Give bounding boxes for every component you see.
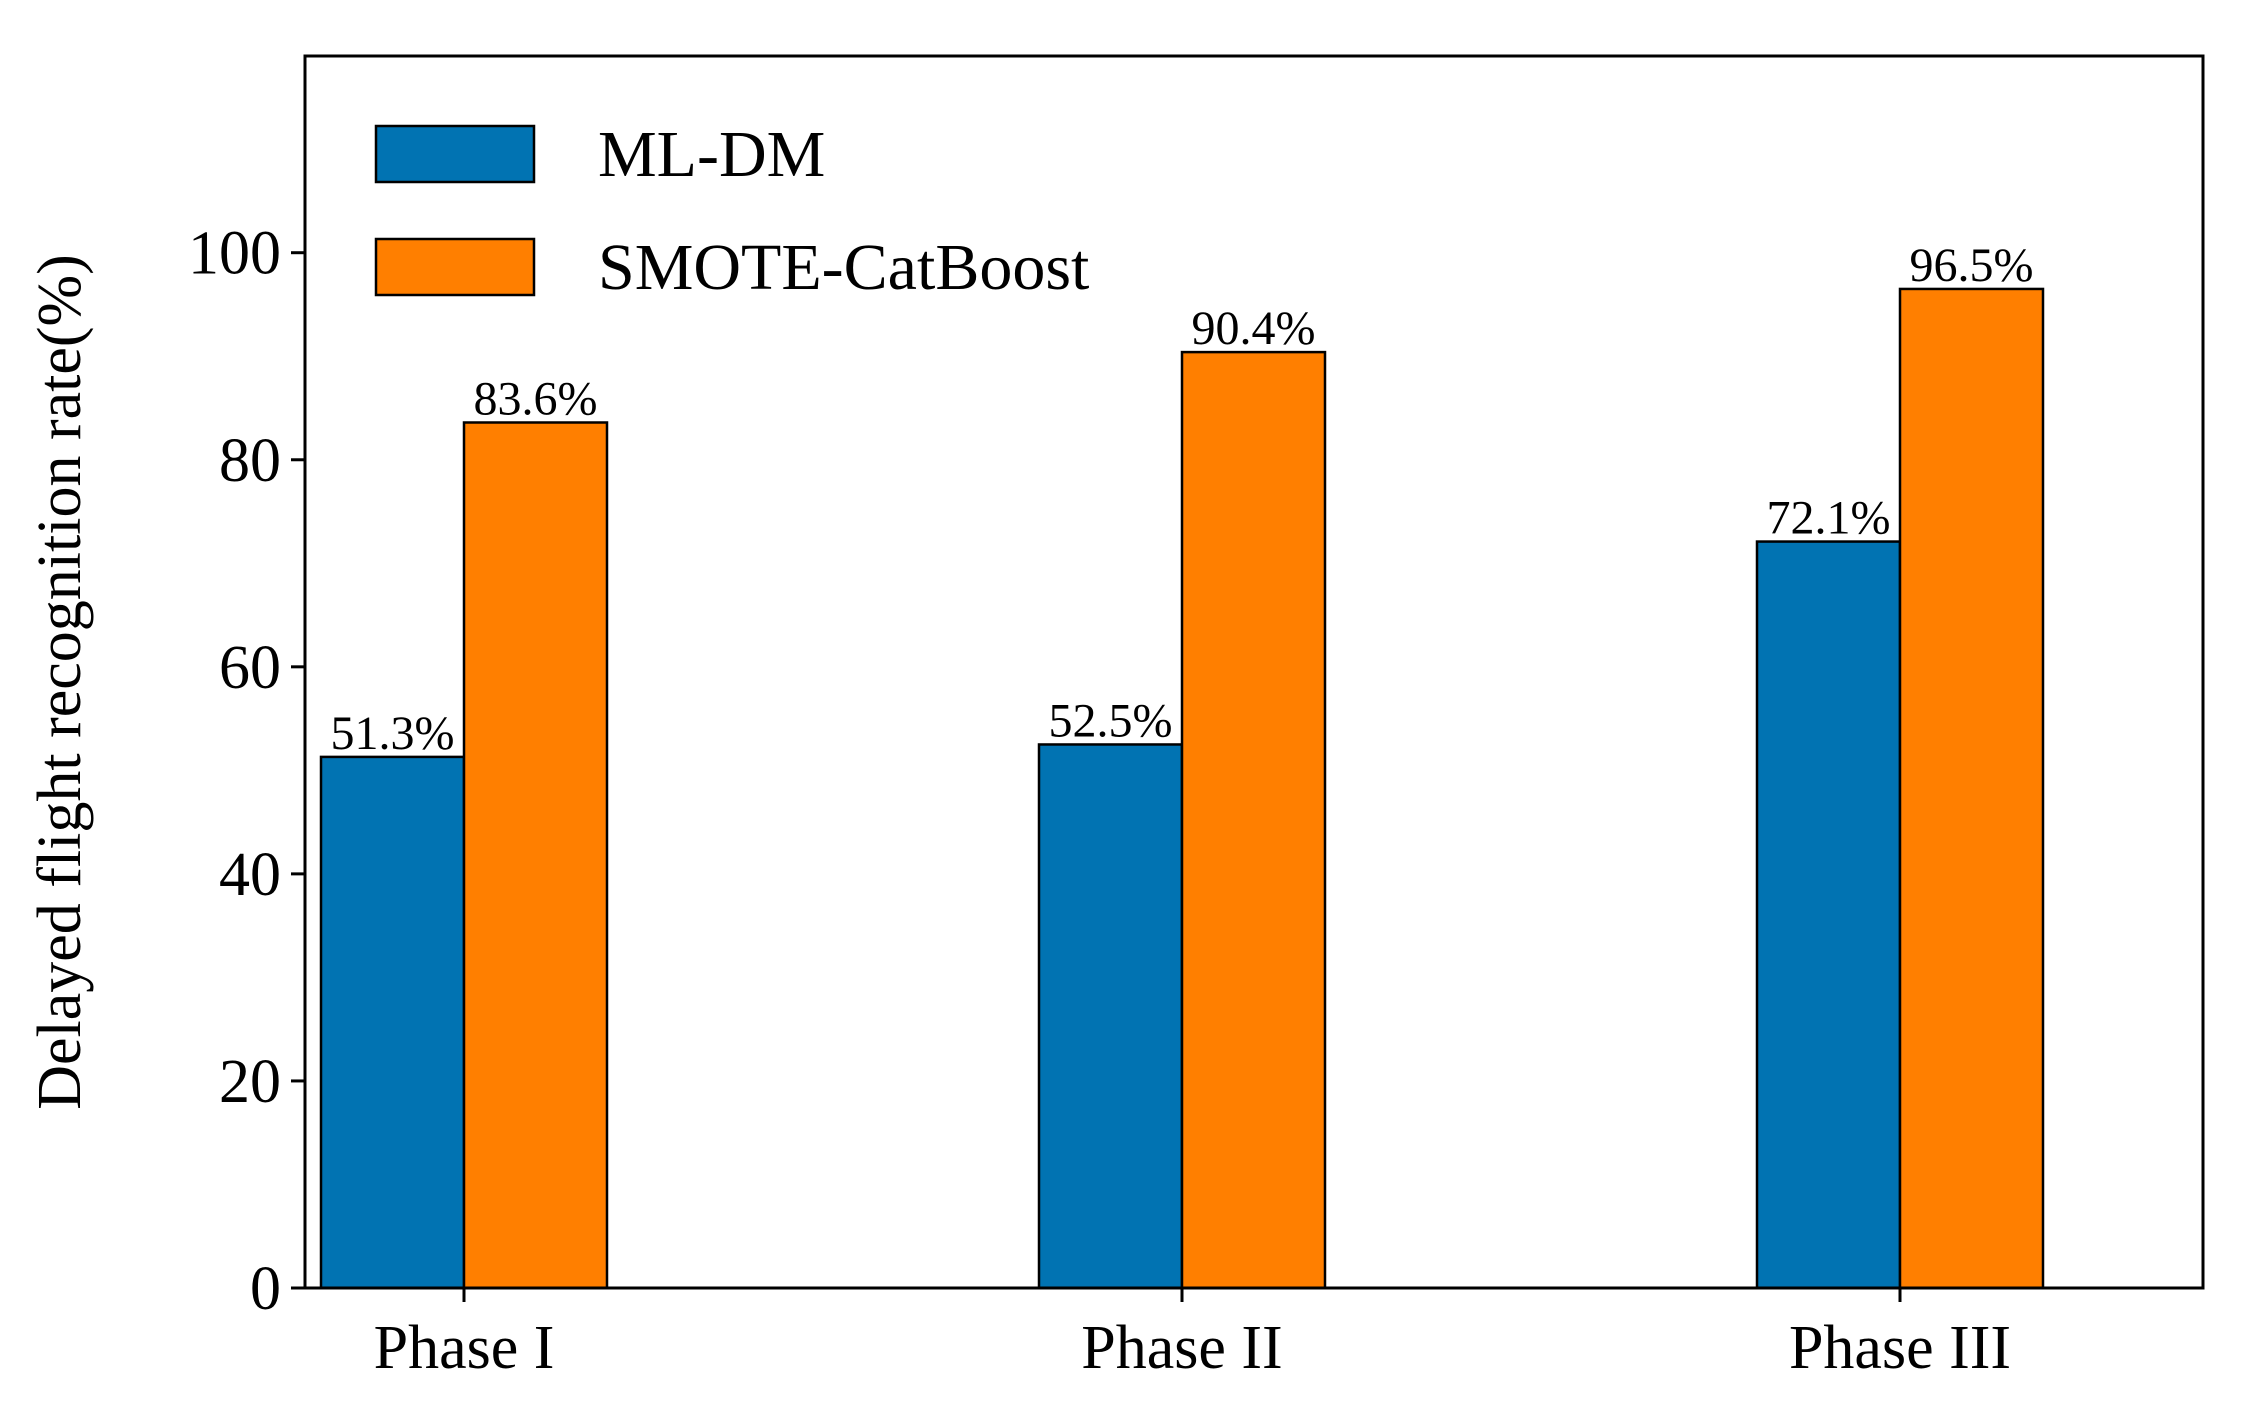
data-labels-layer: 51.3% 83.6% 52.5% 90.4% 72.1% 96.5% — [331, 239, 2034, 760]
plot-frame — [303, 54, 2205, 1290]
legend-label: SMOTE-CatBoost — [598, 231, 1089, 304]
legend: ML-DM SMOTE-CatBoost — [374, 118, 1089, 304]
bar-ml-dm-3 — [1755, 540, 1902, 1290]
x-tick-label: Phase II — [1081, 1314, 1282, 1382]
data-label: 72.1% — [1767, 492, 1891, 545]
ticks-layer: Phase I Phase II Phase III 0 20 40 60 80 100 — [188, 220, 2011, 1382]
bar-smote-catboost-3 — [1898, 287, 2045, 1290]
data-label: 90.4% — [1192, 302, 1316, 355]
bar-smote-catboost-1 — [462, 421, 609, 1290]
bars-layer — [319, 287, 2045, 1290]
bar-ml-dm-2 — [1037, 743, 1184, 1290]
y-tick-label: 60 — [219, 634, 281, 702]
legend-swatch — [374, 124, 536, 184]
data-label: 52.5% — [1049, 694, 1173, 747]
x-tick-label: Phase III — [1789, 1314, 2011, 1382]
axes-layer — [303, 54, 2205, 1290]
x-tick-label: Phase I — [374, 1314, 555, 1382]
legend-swatch — [374, 237, 536, 297]
legend-label: ML-DM — [598, 118, 825, 191]
y-tick-label: 100 — [188, 220, 281, 288]
y-tick-label: 0 — [250, 1255, 281, 1323]
y-tick-label: 80 — [219, 427, 281, 495]
y-axis-title: Delayed flight recognition rate(%) — [26, 254, 94, 1110]
y-tick-label: 40 — [219, 841, 281, 909]
data-label: 83.6% — [474, 372, 598, 425]
data-label: 96.5% — [1910, 239, 2034, 292]
y-tick-label: 20 — [219, 1048, 281, 1116]
bar-ml-dm-1 — [319, 755, 466, 1290]
bar-smote-catboost-2 — [1180, 350, 1327, 1290]
data-label: 51.3% — [331, 707, 455, 760]
